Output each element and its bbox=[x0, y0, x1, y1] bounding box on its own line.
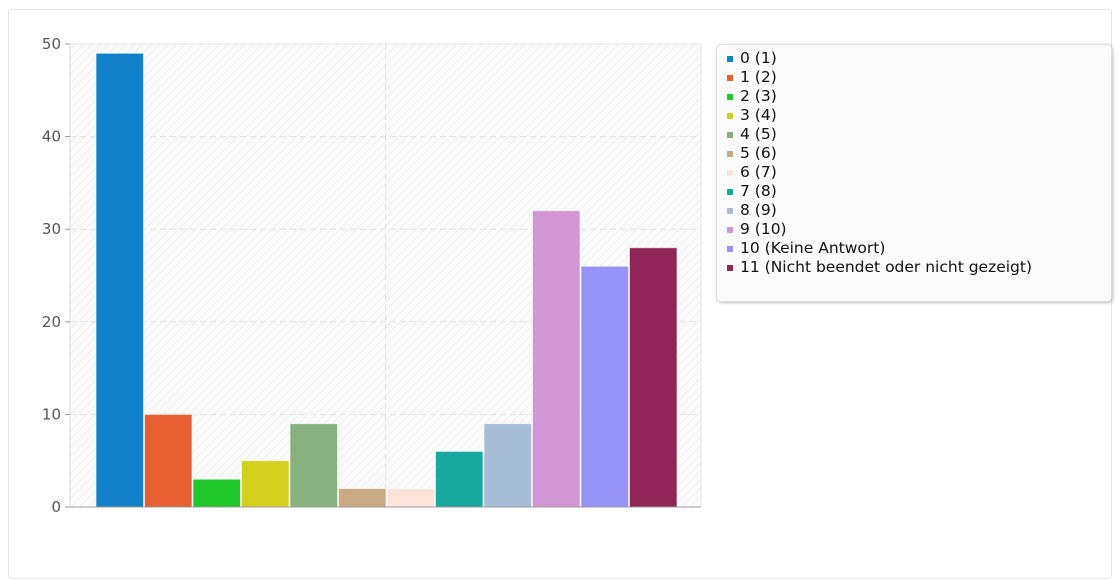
legend-item[interactable]: 11 (Nicht beendet oder nicht gezeigt) bbox=[727, 258, 1111, 277]
legend-label: 4 (5) bbox=[740, 125, 777, 143]
legend-item[interactable]: 0 (1) bbox=[727, 49, 1111, 68]
legend-swatch bbox=[727, 169, 733, 176]
y-tick-label: 30 bbox=[42, 220, 61, 238]
bar-0 bbox=[95, 52, 144, 508]
legend-label: 1 (2) bbox=[740, 68, 777, 86]
legend-item[interactable]: 8 (9) bbox=[727, 201, 1111, 220]
legend-swatch bbox=[727, 226, 733, 233]
legend-item[interactable]: 2 (3) bbox=[727, 87, 1111, 106]
legend-swatch bbox=[727, 112, 733, 119]
legend-label: 7 (8) bbox=[740, 182, 777, 200]
bar-5 bbox=[338, 487, 387, 508]
legend-label: 5 (6) bbox=[740, 144, 777, 162]
legend-label: 6 (7) bbox=[740, 163, 777, 181]
legend-item[interactable]: 10 (Keine Antwort) bbox=[727, 239, 1111, 258]
legend-swatch bbox=[727, 74, 733, 81]
y-tick-label: 0 bbox=[51, 498, 61, 516]
y-tick-label: 50 bbox=[42, 35, 61, 53]
bar-2 bbox=[192, 478, 241, 508]
y-tick-label: 20 bbox=[42, 313, 61, 331]
legend-label: 8 (9) bbox=[740, 201, 777, 219]
bar-3 bbox=[241, 460, 290, 508]
bar-11 bbox=[629, 247, 678, 508]
legend-label: 0 (1) bbox=[740, 49, 777, 67]
legend-item[interactable]: 1 (2) bbox=[727, 68, 1111, 87]
legend-swatch bbox=[727, 150, 733, 157]
legend-item[interactable]: 6 (7) bbox=[727, 163, 1111, 182]
y-tick-label: 10 bbox=[42, 405, 61, 423]
legend-item[interactable]: 9 (10) bbox=[727, 220, 1111, 239]
bar-10 bbox=[580, 265, 629, 508]
bar-8 bbox=[483, 423, 532, 508]
legend-swatch bbox=[727, 245, 733, 252]
chart-legend: 0 (1) 1 (2) 2 (3) 3 (4) 4 (5) 5 (6) 6 (7) 7 (8)… bbox=[716, 44, 1112, 302]
legend-label: 10 (Keine Antwort) bbox=[740, 239, 886, 257]
bar-6 bbox=[386, 487, 435, 508]
legend-swatch bbox=[727, 264, 733, 271]
bar-1 bbox=[144, 413, 193, 508]
legend-item[interactable]: 5 (6) bbox=[727, 144, 1111, 163]
legend-item[interactable]: 7 (8) bbox=[727, 182, 1111, 201]
legend-swatch bbox=[727, 131, 733, 138]
legend-swatch bbox=[727, 207, 733, 214]
bar-4 bbox=[289, 423, 338, 508]
legend-item[interactable]: 3 (4) bbox=[727, 106, 1111, 125]
legend-label: 9 (10) bbox=[740, 220, 787, 238]
legend-item[interactable]: 4 (5) bbox=[727, 125, 1111, 144]
legend-swatch bbox=[727, 188, 733, 195]
legend-label: 11 (Nicht beendet oder nicht gezeigt) bbox=[740, 258, 1033, 276]
legend-label: 3 (4) bbox=[740, 106, 777, 124]
bar-7 bbox=[435, 450, 484, 508]
legend-label: 2 (3) bbox=[740, 87, 777, 105]
legend-swatch bbox=[727, 55, 733, 62]
legend-swatch bbox=[727, 93, 733, 100]
bar-9 bbox=[532, 210, 581, 508]
y-tick-label: 40 bbox=[42, 128, 61, 146]
